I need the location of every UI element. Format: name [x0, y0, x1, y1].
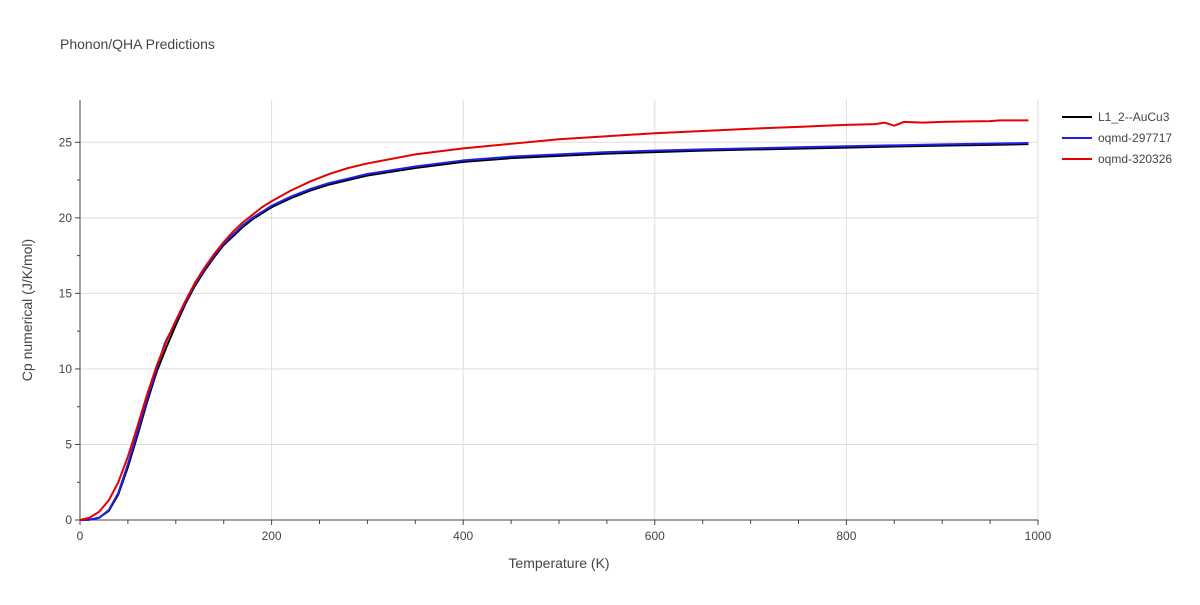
- series-line-1: [79, 143, 1029, 521]
- legend-swatch: [1062, 136, 1092, 139]
- legend-swatch: [1062, 157, 1092, 160]
- y-axis-label: Cp numerical (J/K/mol): [19, 239, 35, 381]
- x-axis-label: Temperature (K): [508, 555, 609, 571]
- series-line-2: [79, 142, 1029, 521]
- legend-item[interactable]: oqmd-297717: [1062, 127, 1172, 148]
- legend-item[interactable]: L1_2--AuCu3: [1062, 106, 1172, 127]
- axis-layer: 0 200 400 600 800 1000 0 5 10 15 20 25: [59, 100, 1052, 543]
- series-line-3: [79, 119, 1029, 521]
- x-tick-label: 0: [77, 529, 84, 543]
- y-tick-label: 20: [59, 211, 73, 225]
- y-tick-label: 15: [59, 286, 73, 300]
- y-tick-label: 5: [65, 437, 72, 451]
- series-layer: [79, 119, 1029, 521]
- chart-title: Phonon/QHA Predictions: [60, 36, 215, 52]
- legend-label: oqmd-297717: [1098, 130, 1173, 145]
- y-tick-label: 0: [65, 513, 72, 527]
- x-tick-label: 600: [645, 529, 665, 543]
- legend-swatch: [1062, 115, 1092, 118]
- x-tick-label: 200: [262, 529, 282, 543]
- x-tick-label: 1000: [1025, 529, 1052, 543]
- grid-layer: [80, 100, 1039, 520]
- legend-label: L1_2--AuCu3: [1098, 109, 1170, 124]
- legend: L1_2--AuCu3 oqmd-297717 oqmd-320326: [1062, 106, 1172, 169]
- legend-item[interactable]: oqmd-320326: [1062, 148, 1172, 169]
- legend-label: oqmd-320326: [1098, 151, 1173, 166]
- y-tick-label: 25: [59, 135, 73, 149]
- y-tick-label: 10: [59, 362, 73, 376]
- x-tick-label: 400: [453, 529, 473, 543]
- x-tick-label: 800: [836, 529, 856, 543]
